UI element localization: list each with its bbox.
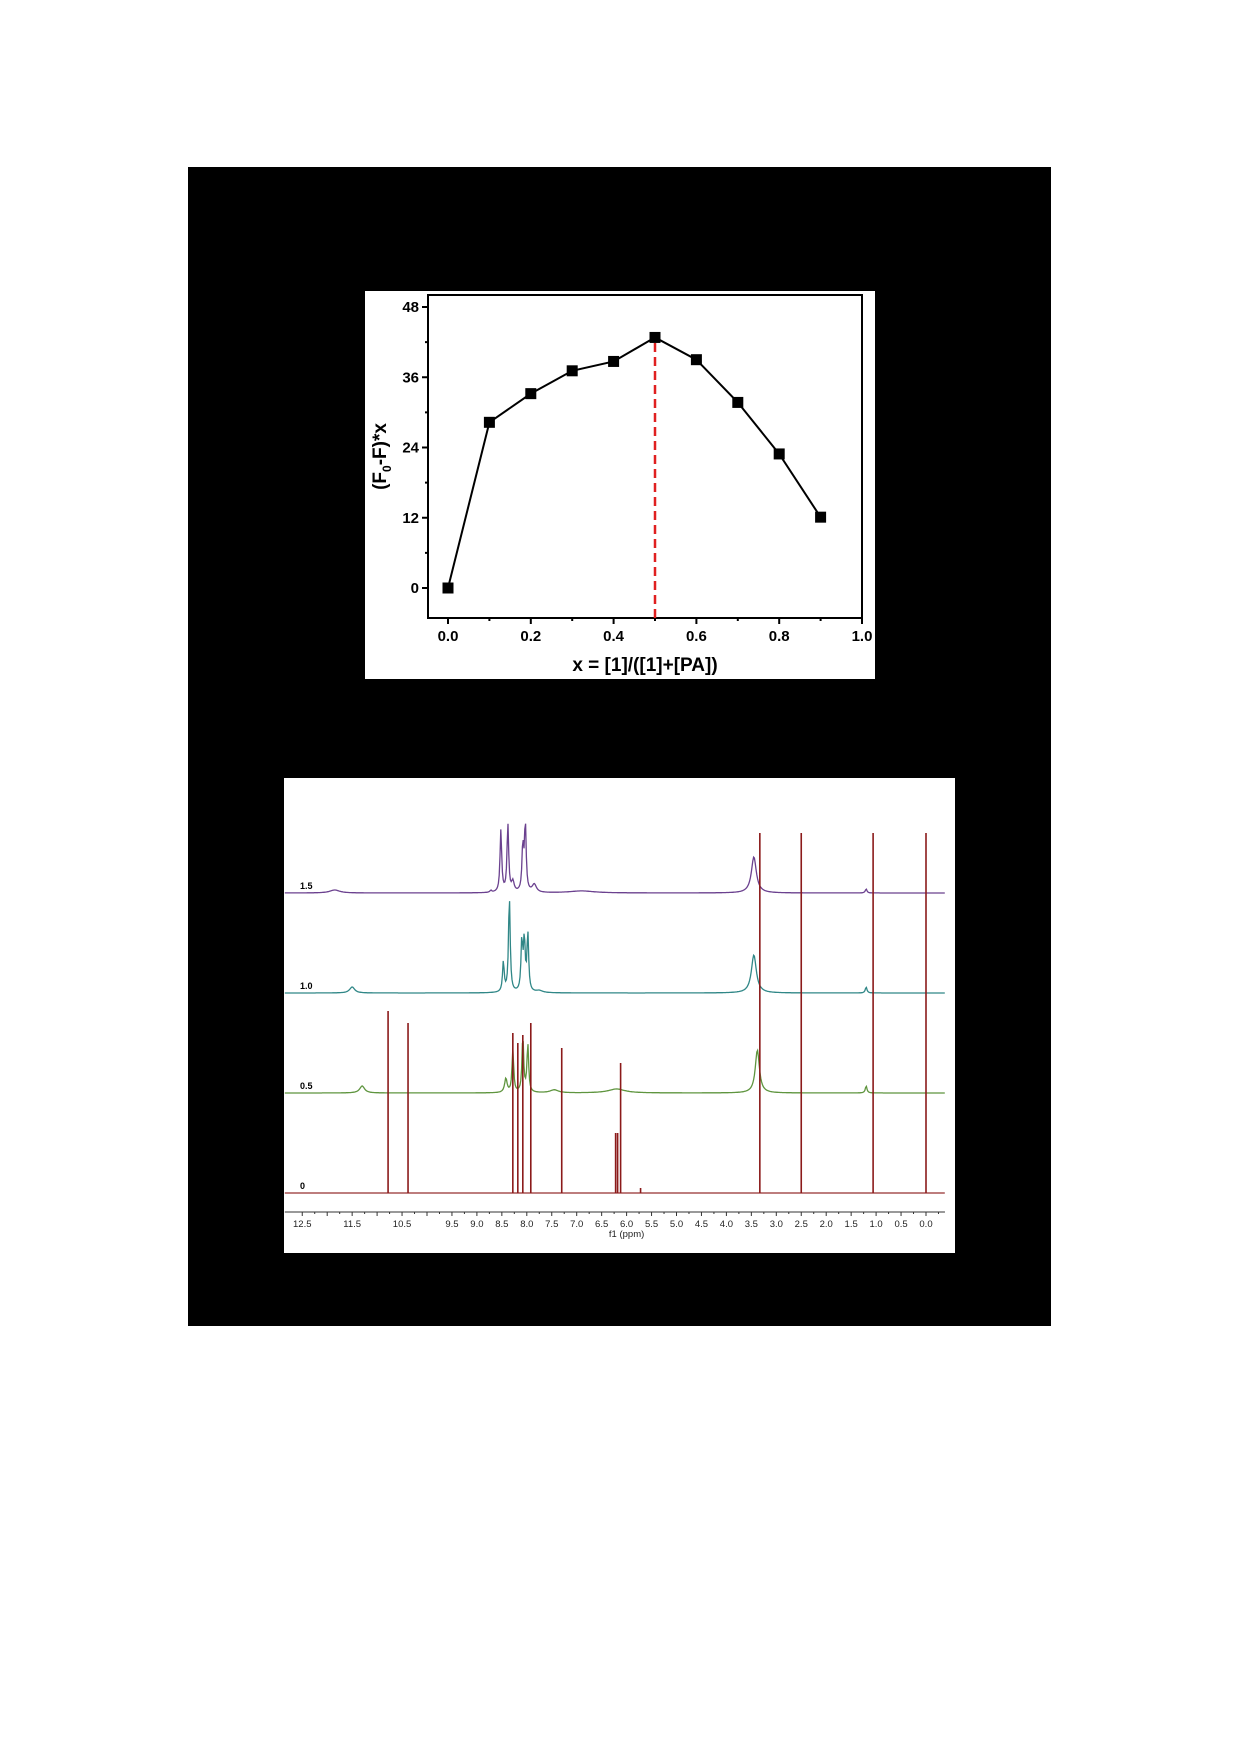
nmr-spectrum-panel: 1.5 1.0 0.5 0 12.5 11.5 10.5 9.5 9.0 8.5 8.0 7.5 7.0… <box>284 778 955 1253</box>
y-tick-label: 0 <box>411 580 419 597</box>
ppm-tick-label: 5.0 <box>670 1219 683 1230</box>
ppm-tick-label: 11.5 <box>343 1219 361 1230</box>
x-axis-title: x = [1]/([1]+[PA]) <box>572 655 717 676</box>
y-axis-title: (F0-F)*x <box>370 423 394 490</box>
spectrum-trace-0_5 <box>284 1040 945 1094</box>
ppm-tick-label: 3.5 <box>745 1219 758 1230</box>
ppm-tick-label: 4.0 <box>720 1219 733 1230</box>
data-point-square <box>732 396 744 408</box>
data-point-square <box>525 388 537 400</box>
trace-label: 0 <box>300 1181 305 1191</box>
job-plot-panel: 0 12 24 36 48 0.0 0.2 0.4 0.6 0.8 1.0 x = [1]/([1]+… <box>365 291 875 679</box>
x-tick-label: 1.0 <box>852 628 873 645</box>
ppm-tick-label: 3.0 <box>770 1219 783 1230</box>
trace-label: 1.5 <box>300 881 313 891</box>
spectrum-trace-1_5 <box>284 823 945 894</box>
spectrum-trace-1_0 <box>284 901 945 994</box>
ppm-axis-title: f1 (ppm) <box>609 1229 644 1240</box>
x-tick-label: 0.6 <box>686 628 707 645</box>
ppm-tick-label: 9.0 <box>470 1219 483 1230</box>
y-tick-label: 24 <box>402 440 419 457</box>
ppm-tick-label: 10.5 <box>393 1219 412 1230</box>
data-point-square <box>566 365 578 377</box>
ppm-tick-label: 0.0 <box>919 1219 932 1230</box>
spectrum-trace-0 <box>284 833 945 1194</box>
ppm-tick-label: 0.5 <box>894 1219 907 1230</box>
data-point-square <box>649 331 661 343</box>
data-point-square <box>442 582 454 594</box>
ppm-tick-label: 4.5 <box>695 1219 708 1230</box>
nmr-spectrum-chart: 1.5 1.0 0.5 0 12.5 11.5 10.5 9.5 9.0 8.5 8.0 7.5 7.0… <box>284 823 945 1240</box>
ppm-tick-label: 8.0 <box>520 1219 533 1230</box>
x-tick-label: 0.0 <box>438 628 459 645</box>
x-tick-label: 0.4 <box>603 628 625 645</box>
data-point-square <box>815 511 827 523</box>
series-line <box>447 336 822 589</box>
y-tick-label: 36 <box>402 369 419 386</box>
ppm-tick-label: 2.5 <box>795 1219 808 1230</box>
plot-frame <box>427 294 863 619</box>
x-tick-label: 0.2 <box>520 628 541 645</box>
ppm-tick-label: 1.0 <box>869 1219 882 1230</box>
trace-label: 1.0 <box>300 981 313 991</box>
job-plot-chart: 0 12 24 36 48 0.0 0.2 0.4 0.6 0.8 1.0 x = [1]/([1]+… <box>370 294 873 676</box>
data-point-square <box>773 448 785 460</box>
ppm-tick-label: 2.0 <box>820 1219 833 1230</box>
ppm-tick-label: 6.0 <box>620 1219 633 1230</box>
ppm-tick-label: 5.5 <box>645 1219 658 1230</box>
ppm-tick-label: 8.5 <box>495 1219 508 1230</box>
ppm-tick-label: 7.0 <box>570 1219 583 1230</box>
y-tick-label: 12 <box>402 510 419 527</box>
data-point-square <box>483 416 495 428</box>
y-tick-label: 48 <box>402 299 419 316</box>
trace-label: 0.5 <box>300 1081 313 1091</box>
ppm-tick-label: 6.5 <box>595 1219 608 1230</box>
ppm-tick-label: 7.5 <box>545 1219 558 1230</box>
ppm-tick-label: 9.5 <box>445 1219 458 1230</box>
data-point-square <box>690 354 702 366</box>
data-point-square <box>608 355 620 367</box>
ppm-tick-label: 1.5 <box>845 1219 858 1230</box>
x-tick-label: 0.8 <box>769 628 790 645</box>
ppm-tick-label: 12.5 <box>293 1219 312 1230</box>
